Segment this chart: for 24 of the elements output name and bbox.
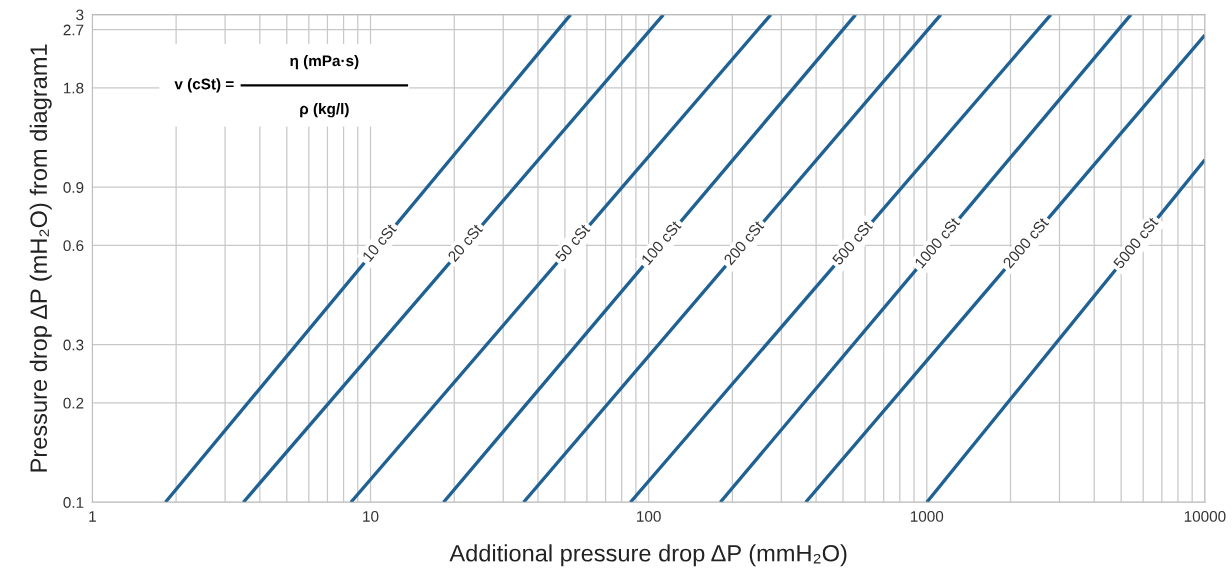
text: 200 cSt — [723, 219, 765, 266]
annotation: ρ (kg/l) — [300, 103, 349, 118]
text: 10 cSt — [361, 222, 398, 263]
y-tick-label: 3 — [76, 9, 84, 21]
x-tick-label: 1000 — [910, 510, 944, 522]
x-tick-label: 10000 — [1184, 510, 1226, 522]
x-axis-title: Additional pressure drop ΔP (mmH₂O) — [449, 544, 847, 567]
y-tick-label: 0.6 — [63, 240, 84, 252]
text: 100 cSt — [640, 219, 682, 266]
text: 20 cSt — [447, 223, 484, 263]
y-tick-label: 0.1 — [63, 497, 84, 508]
annotation: v (cSt) = — [174, 78, 234, 93]
x-tick-label: 10 — [363, 510, 379, 522]
annotation: η (mPa·s) — [290, 54, 359, 70]
x-tick-label: 100 — [637, 510, 661, 522]
y-tick-label: 0.3 — [63, 339, 84, 351]
y-tick-label: 2.7 — [63, 24, 84, 36]
y-tick-label: 0.9 — [63, 182, 84, 193]
x-tick-label: 1 — [89, 511, 96, 522]
text: 500 cSt — [831, 219, 874, 266]
y-axis-title: Pressure drop ΔP (mH₂O) from diagram1 — [29, 44, 52, 472]
text: 50 cSt — [554, 223, 591, 263]
y-tick-label: 1.8 — [64, 82, 84, 94]
y-tick-label: 0.2 — [63, 397, 84, 409]
